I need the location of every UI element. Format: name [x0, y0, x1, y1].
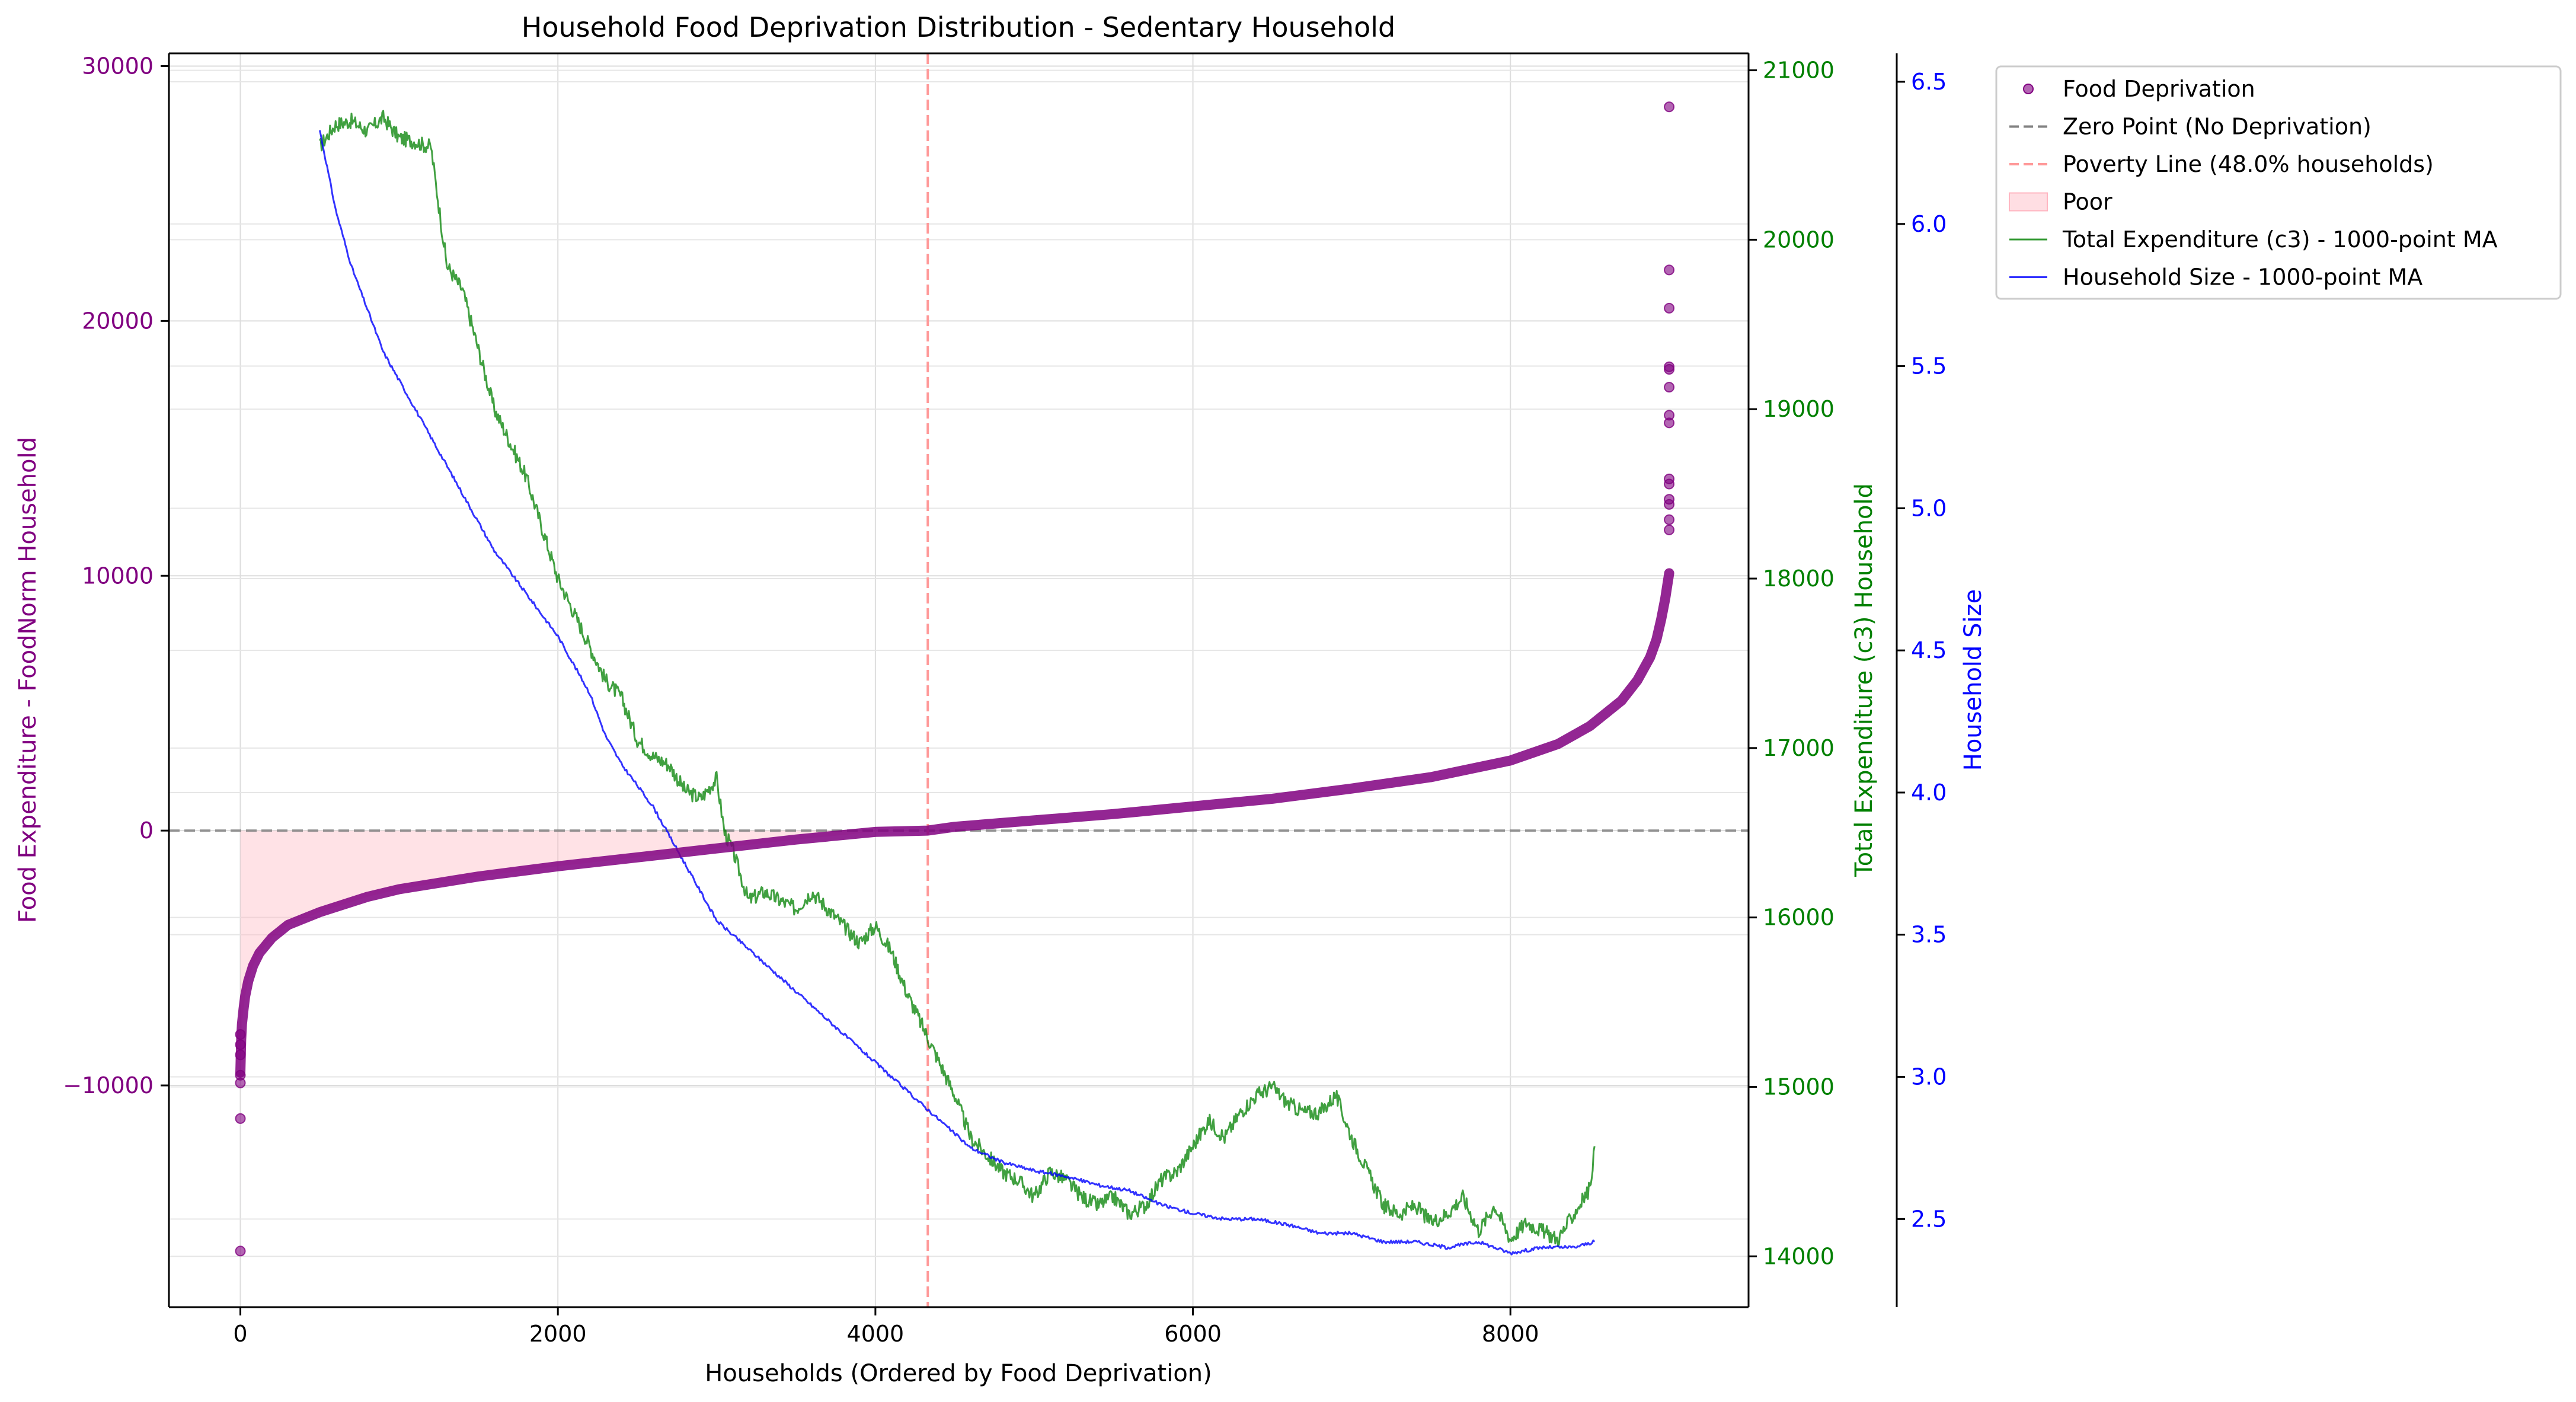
- y-right2-tick-label: 4.5: [1911, 637, 1947, 663]
- y-right2-tick-label: 6.5: [1911, 69, 1947, 95]
- household-size-line: [318, 130, 1596, 1256]
- food-deprivation-point: [235, 1245, 246, 1257]
- chart-title: Household Food Deprivation Distribution …: [522, 11, 1396, 43]
- food-deprivation-point: [1664, 364, 1675, 375]
- food-deprivation-point: [235, 1113, 246, 1124]
- legend-box: [1995, 65, 2562, 300]
- y-right2-tick-label: 6.0: [1911, 211, 1947, 237]
- legend: Food Deprivation Zero Point (No Deprivati…: [1995, 65, 2562, 300]
- food-deprivation-point: [1664, 264, 1675, 276]
- legend-label: Total Expenditure (c3) - 1000-point MA: [2062, 226, 2498, 253]
- y-right2-tick-label: 5.0: [1911, 495, 1947, 521]
- y-left-tick-label: 30000: [82, 53, 154, 79]
- series-group: [169, 53, 1749, 1307]
- x-tick-label: 0: [233, 1321, 247, 1347]
- axes: 0 2000 4000 6000 8000 −10000 0 10000 20000 30000 1…: [63, 52, 1947, 1347]
- y-right1-tick-label: 19000: [1763, 396, 1834, 422]
- y-right2-tick-label: 5.5: [1911, 353, 1947, 379]
- y-right2-tick-label: 3.0: [1911, 1064, 1947, 1090]
- food-deprivation-point: [1664, 524, 1675, 535]
- food-deprivation-point: [1664, 478, 1675, 490]
- y-right2-axis-label: Household Size: [1960, 589, 1987, 771]
- food-deprivation-point: [1664, 302, 1675, 314]
- legend-marker-food-deprivation: [2023, 84, 2034, 94]
- y-left-tick-label: −10000: [63, 1072, 154, 1098]
- y-right1-axis-label: Total Expenditure (c3) Household: [1850, 483, 1878, 877]
- food-deprivation-point: [1664, 382, 1675, 393]
- y-left-axis-label: Food Expenditure - FoodNorm Household: [14, 437, 41, 923]
- y-right1-tick-label: 17000: [1763, 735, 1834, 761]
- y-right1-tick-label: 20000: [1763, 226, 1834, 253]
- food-deprivation-point: [235, 1049, 246, 1061]
- y-right1-tick-label: 16000: [1763, 905, 1834, 931]
- y-right1-tick-label: 18000: [1763, 566, 1834, 592]
- food-deprivation-point: [1664, 514, 1675, 525]
- plot-area: [169, 53, 1749, 1307]
- y-right1-tick-label: 21000: [1763, 58, 1834, 84]
- food-deprivation-point: [235, 1039, 246, 1050]
- y-right2-tick-label: 2.5: [1911, 1206, 1947, 1232]
- legend-label: Food Deprivation: [2063, 76, 2255, 102]
- grid: [169, 53, 1749, 1307]
- food-deprivation-point: [1664, 101, 1675, 113]
- total-expenditure-line: [319, 110, 1596, 1247]
- y-left-tick-label: 0: [139, 817, 154, 844]
- legend-label: Poor: [2063, 189, 2112, 215]
- legend-label: Zero Point (No Deprivation): [2063, 114, 2372, 140]
- y-left-tick-label: 10000: [82, 563, 154, 589]
- food-deprivation-curve: [235, 568, 1674, 1078]
- food-deprivation-point: [235, 1029, 246, 1040]
- x-tick-label: 4000: [847, 1321, 905, 1347]
- y-right2-tick-label: 4.0: [1911, 780, 1947, 806]
- x-tick-label: 6000: [1164, 1321, 1222, 1347]
- y-right1-tick-label: 14000: [1763, 1243, 1834, 1269]
- food-deprivation-point: [1664, 417, 1675, 429]
- y-left-tick-label: 20000: [82, 308, 154, 334]
- x-axis-label: Households (Ordered by Food Deprivation): [705, 1360, 1212, 1387]
- food-deprivation-point: [235, 1069, 246, 1081]
- legend-label: Household Size - 1000-point MA: [2063, 264, 2422, 290]
- poor-area: [240, 831, 928, 1251]
- y-right1-tick-label: 15000: [1763, 1074, 1834, 1100]
- legend-patch-poor: [2009, 192, 2048, 212]
- x-tick-label: 8000: [1482, 1321, 1539, 1347]
- y-right2-tick-label: 3.5: [1911, 922, 1947, 948]
- x-tick-label: 2000: [529, 1321, 587, 1347]
- food-deprivation-point: [1664, 499, 1675, 510]
- legend-label: Poverty Line (48.0% households): [2063, 151, 2434, 177]
